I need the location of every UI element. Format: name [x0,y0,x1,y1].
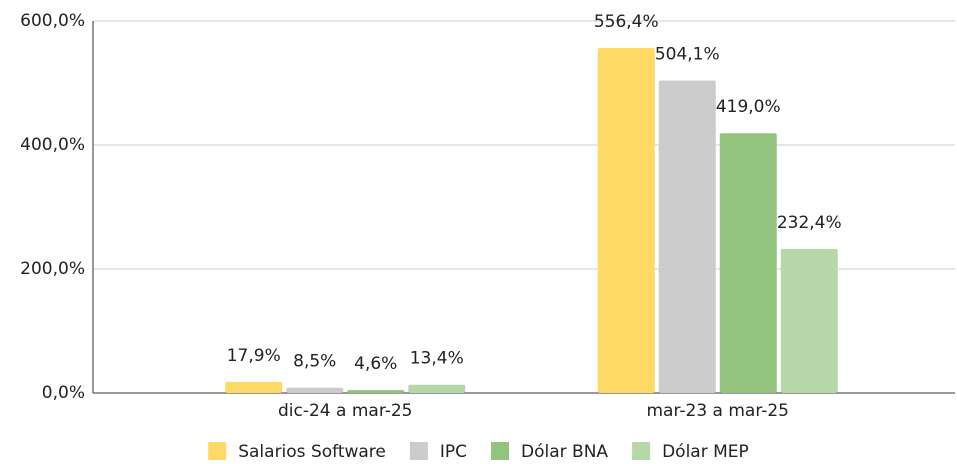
data-label: 8,5% [293,352,336,372]
bar [719,133,777,393]
bar [225,381,283,393]
x-tick-label: mar-23 a mar-25 [646,401,789,421]
bar [658,80,716,393]
legend-swatch [491,442,510,460]
legend-label: Dólar MEP [662,442,749,462]
x-tick-label: dic-24 a mar-25 [278,401,413,421]
data-label: 17,9% [227,346,281,366]
bar [780,248,838,393]
data-label: 504,1% [655,44,720,64]
legend-swatch [632,442,651,460]
legend-swatch [208,442,227,460]
bar [408,384,466,393]
y-tick-label: 200,0% [20,259,85,279]
legend-label: Dólar BNA [521,442,608,462]
data-label: 232,4% [777,213,842,233]
y-tick-label: 600,0% [20,11,85,31]
legend-label: Salarios Software [238,442,386,462]
legend-swatch [409,442,428,460]
bar [347,390,405,393]
data-label: 13,4% [410,349,464,369]
y-tick-label: 400,0% [20,135,85,155]
legend-label: IPC [440,442,467,462]
data-label: 4,6% [354,354,397,374]
bar [286,387,344,393]
data-label: 419,0% [716,97,781,117]
data-label: 556,4% [594,12,659,32]
y-tick-label: 0,0% [42,383,85,403]
bar [597,48,655,393]
